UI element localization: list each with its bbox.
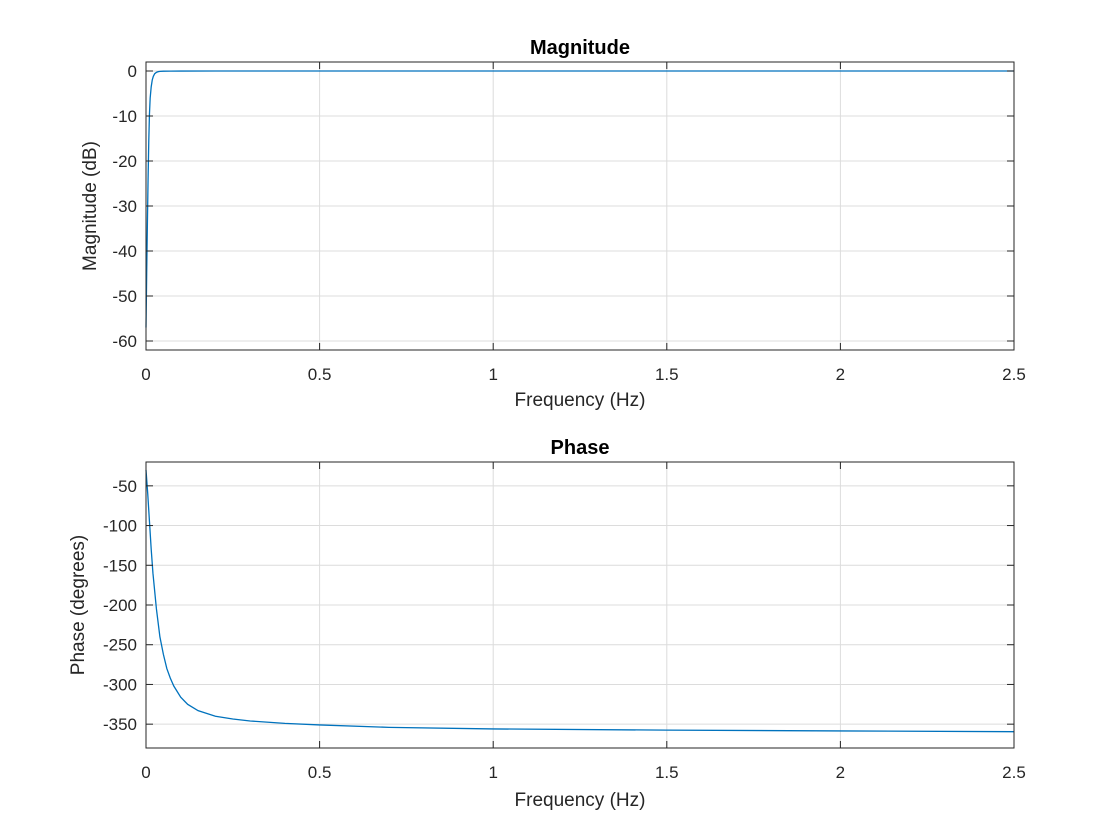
y-axis-label: Magnitude (dB) (80, 141, 101, 271)
y-tick-label: -30 (112, 197, 137, 216)
y-tick-label: -50 (112, 477, 137, 496)
series-line (145, 469, 1015, 733)
x-tick-label: 1 (488, 763, 497, 782)
chart-1: 0 0.5 1 1.5 2 2.5 -50 -100 -150 -200 -250 -300 -350 P… (68, 437, 1026, 811)
y-tick-label: -20 (112, 152, 137, 171)
chart-title: Magnitude (530, 37, 630, 59)
y-tick-label: 0 (128, 62, 137, 81)
x-tick-label: 1.5 (655, 763, 679, 782)
y-axis-label: Phase (degrees) (68, 535, 89, 675)
x-tick-label: 0 (141, 763, 150, 782)
series-line (145, 70, 1014, 328)
y-tick-label: -150 (103, 556, 137, 575)
y-tick-label: -200 (103, 596, 137, 615)
x-tick-label: 2.5 (1002, 763, 1026, 782)
x-tick-label: 1.5 (655, 365, 679, 384)
y-tick-label: -100 (103, 517, 137, 536)
y-tick-label: -10 (112, 107, 137, 126)
x-tick-label: 2 (836, 763, 845, 782)
y-tick-label: -300 (103, 675, 137, 694)
x-tick-label: 2 (836, 365, 845, 384)
x-axis-label: Frequency (Hz) (515, 790, 646, 811)
x-tick-label: 0.5 (308, 763, 332, 782)
x-axis-label: Frequency (Hz) (515, 390, 646, 411)
chart-0: 0 0.5 1 1.5 2 2.5 0 -10 -20 -30 -40 -50 -60 Magnitude… (80, 37, 1026, 411)
chart-title: Phase (551, 437, 610, 459)
y-tick-label: -350 (103, 715, 137, 734)
y-tick-label: -60 (112, 332, 137, 351)
y-tick-label: -40 (112, 242, 137, 261)
x-tick-label: 1 (488, 365, 497, 384)
x-tick-label: 0 (141, 365, 150, 384)
y-tick-label: -50 (112, 287, 137, 306)
x-tick-label: 0.5 (308, 365, 332, 384)
x-tick-label: 2.5 (1002, 365, 1026, 384)
y-tick-label: -250 (103, 636, 137, 655)
